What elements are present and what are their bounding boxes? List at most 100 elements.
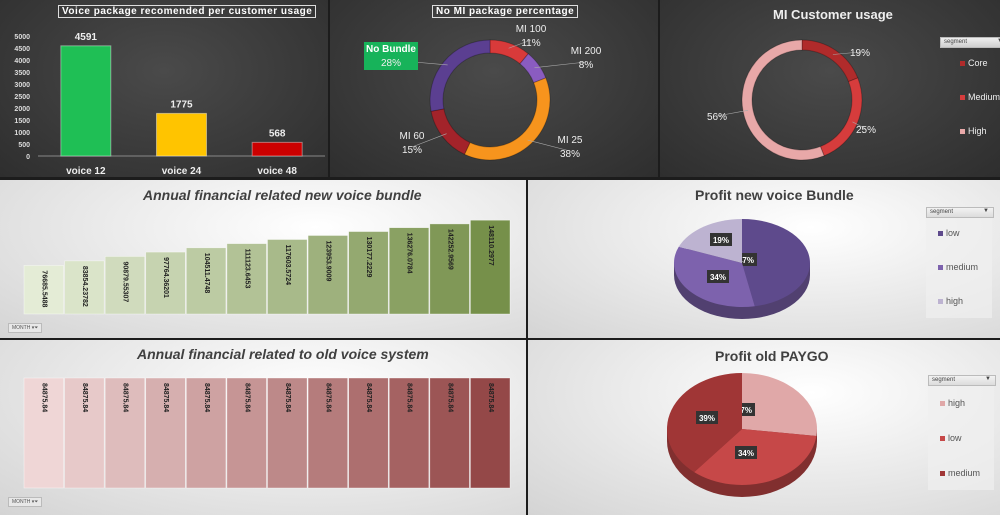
y-tick-label: 2500 <box>14 94 30 101</box>
legend-item[interactable]: low <box>938 228 960 238</box>
data-label: 123953.9009 <box>325 240 332 281</box>
bar <box>388 227 430 315</box>
legend-label: medium <box>948 468 981 478</box>
legend-item[interactable]: medium <box>940 468 980 478</box>
slice-percent: 56% <box>707 112 727 123</box>
slice-percent: 28% <box>381 58 401 69</box>
data-label: 90879.55307 <box>122 261 129 302</box>
bar <box>307 235 348 315</box>
donut-slice <box>429 39 491 112</box>
bar <box>145 377 186 489</box>
bar <box>348 231 389 315</box>
legend: high low medium <box>928 386 994 490</box>
x-tick-label: voice 12 <box>66 166 106 177</box>
data-label: 84875.84 <box>284 383 291 412</box>
bar <box>156 112 207 157</box>
voice-package-bar-chart: 0 500 1000 1500 2000 2500 3000 3500 4000 4500 5000… <box>14 32 325 177</box>
data-label: 104511.4748 <box>203 253 210 294</box>
data-label: 83854.23782 <box>81 266 88 307</box>
x-tick-label: voice 24 <box>162 166 202 177</box>
data-label: 142252.9569 <box>446 229 453 270</box>
slice-percent: 19% <box>850 48 870 59</box>
bar <box>470 219 511 315</box>
bar <box>23 377 64 489</box>
profit-old-pie-chart: 27% 34% 39% <box>667 373 817 497</box>
data-label: 39% <box>699 414 715 423</box>
legend-swatch <box>938 299 943 305</box>
donut-slice <box>430 108 471 155</box>
segment-filter[interactable]: segment ▼ <box>940 37 1000 48</box>
data-label: 117603.5724 <box>284 245 291 286</box>
slice-percent: 15% <box>402 145 422 156</box>
legend-item[interactable]: medium <box>938 262 978 272</box>
pie-slice <box>742 373 817 437</box>
filter-label: segment <box>932 377 956 383</box>
chart-title: Voice package recomended per customer us… <box>58 5 317 18</box>
dropdown-arrow-icon: ▼ <box>985 376 991 382</box>
bar <box>145 251 186 315</box>
data-label: 84875.84 <box>122 383 129 412</box>
donut-slice <box>819 77 863 157</box>
data-label: 84875.84 <box>365 383 372 412</box>
data-label: 130177.2229 <box>365 237 372 278</box>
legend-label: high <box>946 296 964 306</box>
bar <box>470 377 511 489</box>
chart-title: Profit old PAYGO <box>715 348 829 364</box>
leader-line <box>508 39 532 49</box>
data-label: 4591 <box>75 32 98 43</box>
pie-slice <box>742 219 811 307</box>
slice-percent: 38% <box>560 149 580 160</box>
legend-item[interactable]: High <box>960 126 987 136</box>
legend-swatch <box>940 401 945 407</box>
data-label: 47% <box>738 256 754 265</box>
data-label: 148110.2977 <box>487 225 494 266</box>
data-label: 84875.84 <box>203 383 210 412</box>
data-label: 568 <box>269 128 286 139</box>
legend-item[interactable]: high <box>940 398 965 408</box>
filter-label: segment <box>944 39 968 45</box>
month-filter-button[interactable]: MONTH ▾⏷ <box>8 323 43 333</box>
data-label: 34% <box>738 449 754 458</box>
leader-line <box>832 51 861 55</box>
bar <box>23 265 64 315</box>
month-filter-button[interactable]: MONTH ▾⏷ <box>8 497 43 507</box>
segment-filter[interactable]: segment ▼ <box>928 375 996 386</box>
data-label: 84875.84 <box>81 383 88 412</box>
legend-swatch <box>940 436 945 442</box>
slice-percent: 8% <box>579 60 594 71</box>
bar <box>104 256 146 315</box>
data-label: 19% <box>713 236 729 245</box>
data-label: 84875.84 <box>40 383 47 412</box>
filter-label: MONTH <box>12 325 31 331</box>
slice-name: MI 60 <box>399 131 424 142</box>
bar <box>186 377 227 489</box>
legend-item[interactable]: low <box>940 433 962 443</box>
leader-line <box>411 133 447 148</box>
legend-item[interactable]: Core <box>960 58 988 68</box>
data-label-box <box>710 233 732 246</box>
mi-usage-panel: MI Customer usage 19% 25% 56% segment ▼ Cor… <box>660 0 1000 177</box>
bar <box>388 377 430 489</box>
slice-name: MI 100 <box>516 24 547 35</box>
data-label: 34% <box>710 273 726 282</box>
legend-item[interactable]: Medium <box>960 92 1000 102</box>
legend-label: low <box>946 228 960 238</box>
legend-item[interactable]: high <box>938 296 963 306</box>
bar <box>267 239 308 315</box>
legend-swatch <box>940 471 945 477</box>
y-tick-label: 3500 <box>14 70 30 77</box>
y-tick-label: 1000 <box>14 130 30 137</box>
new-voice-bar-chart: 76685.5488 83854.23782 90879.55307 97764.36… <box>23 219 511 315</box>
bar <box>429 223 470 315</box>
chart-title: MI Customer usage <box>773 7 893 22</box>
legend-swatch <box>960 61 965 67</box>
legend-label: Medium <box>968 92 1000 102</box>
data-label: 111123.6453 <box>243 249 250 289</box>
data-label: 27% <box>736 406 752 415</box>
legend-label: Core <box>968 58 988 68</box>
segment-filter[interactable]: segment ▼ <box>926 207 994 218</box>
leader-line <box>534 61 587 68</box>
slice-percent: 11% <box>521 38 540 49</box>
profit-new-panel: Profit new voice Bundle 47% 34% 19% segmen… <box>528 180 1000 338</box>
no-mi-donut-chart: MI 100 11% MI 200 8% MI 25 38% MI 60 15% No Bund… <box>364 24 602 161</box>
